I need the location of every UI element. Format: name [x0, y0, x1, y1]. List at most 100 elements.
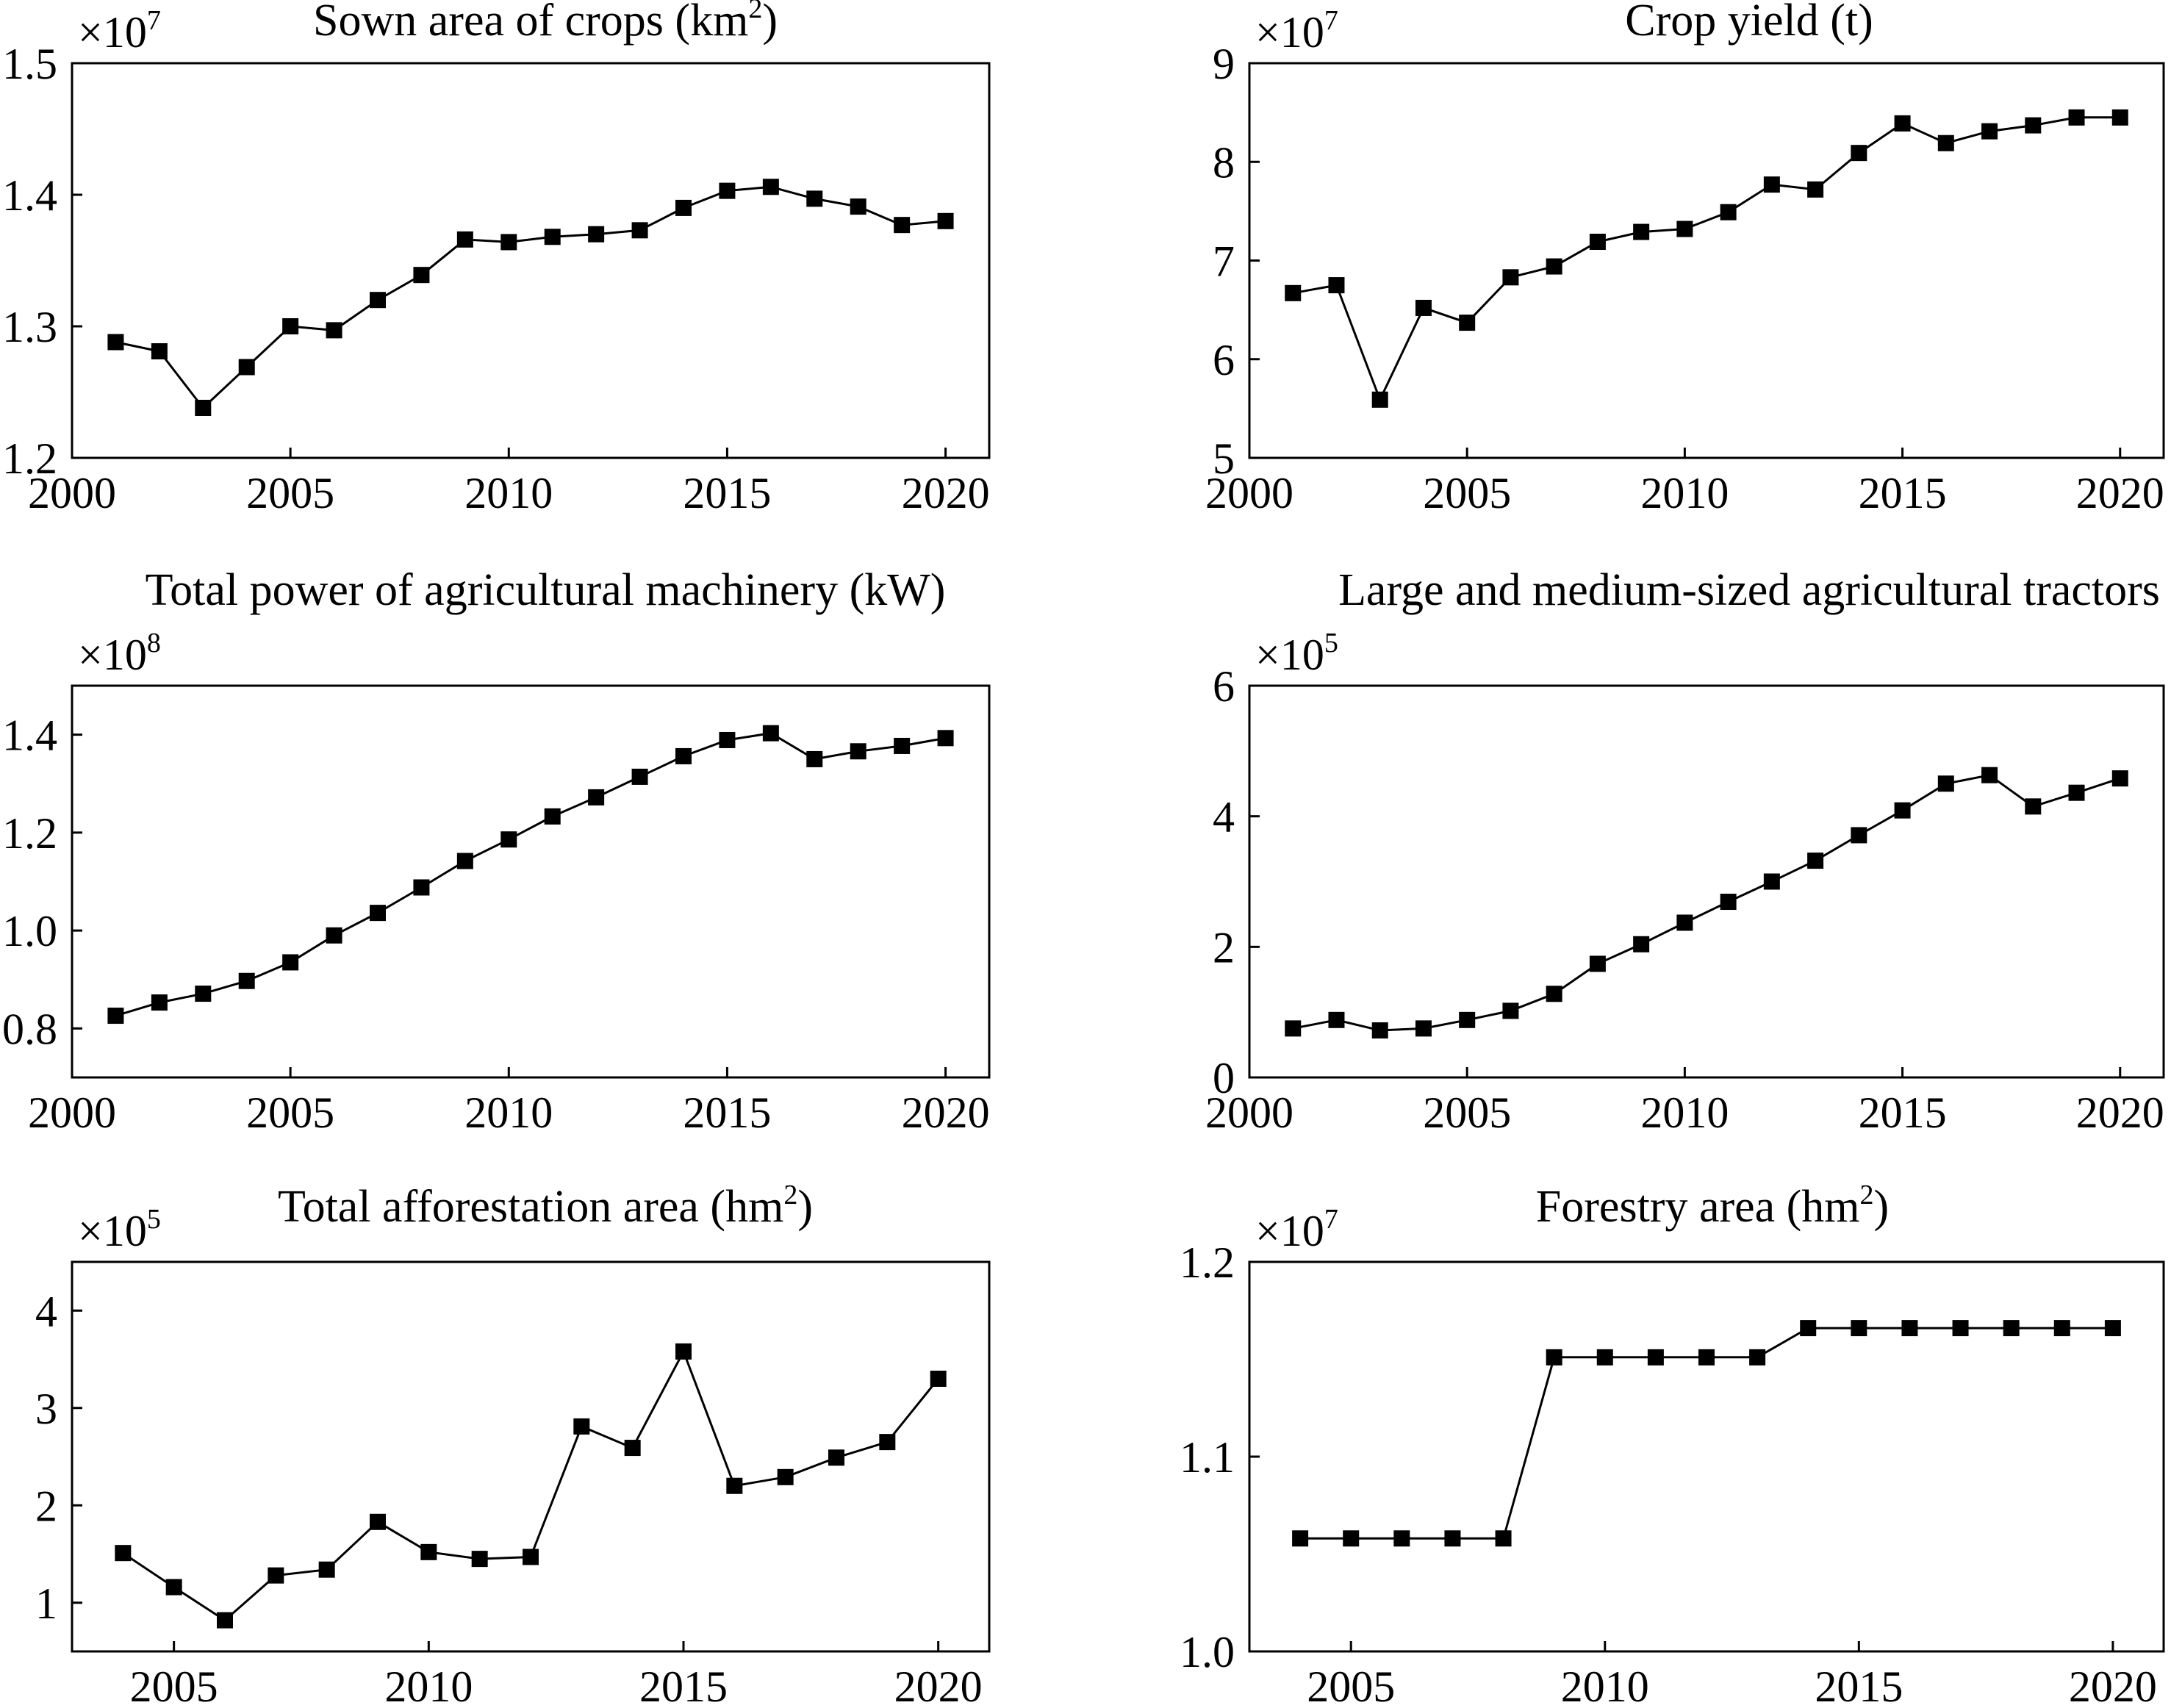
chart-title: Forestry area (hm2): [1536, 1180, 1889, 1232]
y-tick-label: 1.0: [2, 907, 57, 955]
data-point: [1698, 1349, 1715, 1366]
data-point: [1807, 853, 1824, 869]
plot-frame: [1248, 684, 2165, 1079]
data-point: [719, 182, 736, 199]
data-point: [1546, 258, 1562, 275]
data-point: [2003, 1320, 2020, 1337]
data-point: [1589, 233, 1606, 250]
data-point: [2111, 770, 2128, 787]
data-point: [1851, 145, 1867, 162]
y-tick-label: 6: [1213, 336, 1235, 384]
data-point: [1546, 1349, 1562, 1366]
data-point: [1328, 277, 1345, 294]
x-tick-label: 2015: [1859, 469, 1947, 517]
data-point: [894, 217, 911, 234]
data-point: [850, 743, 866, 760]
data-point: [1952, 1320, 1969, 1337]
y-tick-label: 3: [35, 1385, 57, 1433]
data-point: [573, 1418, 590, 1435]
x-tick-label: 2005: [1307, 1662, 1395, 1708]
x-tick-label: 2010: [1640, 1088, 1729, 1137]
plot-frame: [71, 1260, 991, 1653]
data-point: [1981, 123, 1998, 140]
y-tick-label: 4: [1213, 793, 1235, 842]
data-point: [1894, 802, 1911, 819]
data-point: [1937, 775, 1954, 792]
x-tick-label: 2000: [1205, 469, 1293, 517]
x-tick-label: 2005: [1423, 469, 1511, 517]
chart-panel: Sown area of crops (km2) ×107 2000 2005 2010…: [2, 0, 991, 517]
x-tick-label: 2000: [28, 469, 116, 517]
chart-panel: Total afforestation area (hm2) ×105 2005 20…: [35, 1180, 991, 1708]
data-point: [1851, 1320, 1867, 1337]
y-tick-label: 9: [1213, 40, 1235, 88]
data-point: [318, 1561, 335, 1578]
y-tick-label: 1.0: [1180, 1628, 1235, 1676]
data-point: [151, 994, 168, 1011]
x-tick-label: 2010: [1561, 1662, 1649, 1708]
data-point: [326, 322, 342, 339]
data-point: [238, 359, 255, 376]
chart-panel: Large and medium-sized agricultural trac…: [1205, 565, 2165, 1137]
y-tick-label: 1.1: [1180, 1433, 1235, 1482]
data-point: [544, 229, 561, 245]
data-point: [675, 1343, 692, 1360]
data-point: [828, 1449, 844, 1466]
chart-panel: Total power of agricultural machinery (k…: [2, 565, 991, 1137]
series-line: [1292, 774, 2121, 1032]
chart-title: Sown area of crops (km2): [313, 0, 778, 46]
data-point: [1633, 223, 1650, 240]
y-tick-label: 1.2: [2, 434, 57, 483]
data-point: [420, 1543, 437, 1560]
data-point: [806, 190, 823, 207]
x-tick-label: 2005: [130, 1662, 218, 1708]
data-point: [268, 1567, 284, 1584]
x-tick-label: 2010: [1640, 469, 1729, 517]
data-point: [1894, 115, 1911, 132]
x-tick-label: 2000: [28, 1088, 116, 1137]
data-point: [762, 179, 779, 195]
x-tick-label: 2015: [1815, 1662, 1903, 1708]
y-tick-label: 1.2: [1180, 1238, 1235, 1287]
data-point: [1937, 134, 1954, 151]
data-point: [1495, 1530, 1512, 1547]
data-point: [1763, 873, 1780, 890]
y-tick-label: 8: [1213, 138, 1235, 187]
data-point: [894, 737, 911, 754]
data-point: [217, 1612, 233, 1629]
y-tick-label: 2: [1213, 923, 1235, 972]
x-tick-label: 2010: [384, 1662, 473, 1708]
y-tick-label: 0.8: [2, 1005, 57, 1053]
data-point: [1633, 936, 1650, 952]
data-point: [2111, 109, 2128, 126]
data-point: [631, 222, 648, 239]
data-point: [2068, 109, 2085, 126]
data-point: [107, 1008, 124, 1025]
data-point: [624, 1440, 641, 1457]
data-point: [1292, 1530, 1309, 1547]
axis-multiplier: ×105: [1255, 628, 1338, 679]
y-tick-label: 1.4: [2, 711, 57, 760]
data-point: [2025, 117, 2042, 134]
x-tick-label: 2020: [2076, 1088, 2164, 1137]
data-point: [1807, 181, 1824, 198]
data-point: [1901, 1320, 1918, 1337]
x-tick-label: 2015: [683, 1088, 771, 1137]
data-point: [456, 231, 473, 248]
series-line: [1292, 116, 2120, 403]
data-point: [1328, 1011, 1345, 1028]
data-point: [1647, 1349, 1664, 1366]
y-tick-label: 1.4: [2, 171, 57, 220]
data-point: [937, 730, 954, 747]
data-point: [879, 1434, 896, 1451]
data-point: [719, 731, 736, 748]
y-tick-label: 0: [1213, 1054, 1235, 1102]
y-tick-label: 1.5: [2, 40, 57, 88]
data-point: [1720, 204, 1737, 220]
data-point: [1676, 914, 1693, 931]
plot-frame: [71, 684, 991, 1079]
data-point: [370, 292, 386, 309]
data-point: [1589, 955, 1606, 972]
data-point: [456, 853, 473, 869]
